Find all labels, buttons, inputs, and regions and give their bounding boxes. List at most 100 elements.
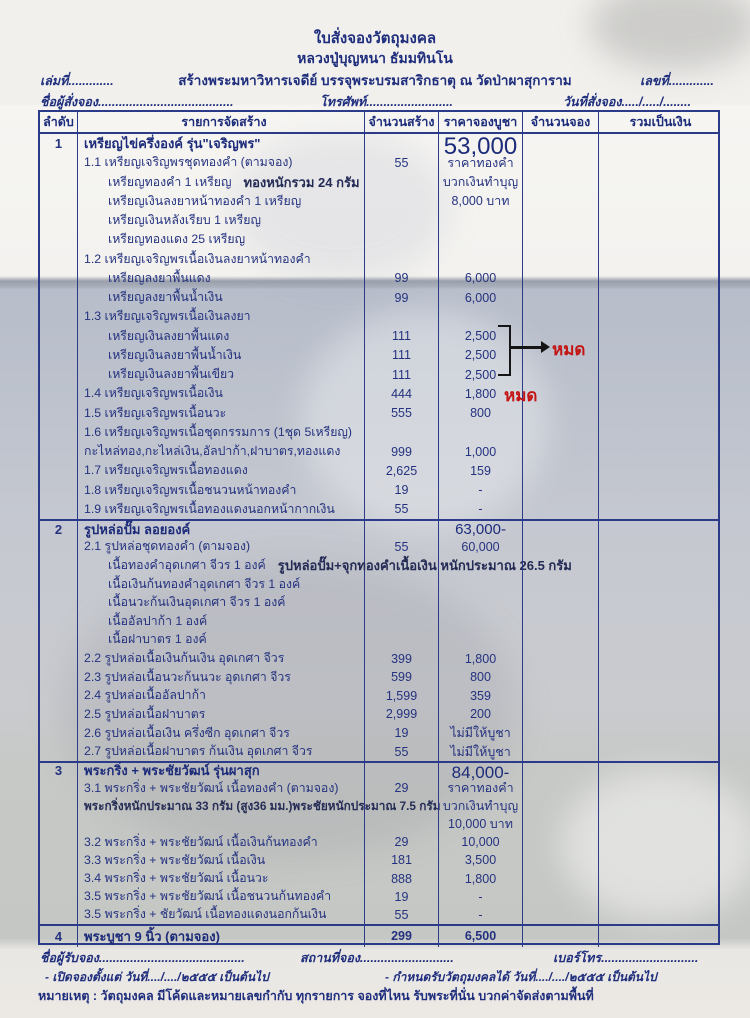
row-price: 3,500 xyxy=(439,851,523,870)
row-item-name: เหรียญทองคำ 1 เหรียญ ทองหนักรวม 24 กรัม xyxy=(78,172,365,192)
row-total xyxy=(599,307,722,326)
row-qty-made xyxy=(365,815,439,834)
row-item-name: 3.1 พระกริ่ง + พระชัยวัฒน์ เนื้อทองคำ (ต… xyxy=(78,779,365,798)
row-item-name: พระบูชา 9 นิ้ว (ตามจอง) xyxy=(78,925,365,947)
row-qty-made: 19 xyxy=(365,887,439,906)
table-row: 1.9 เหรียญเจริญพรเนื้อทองแดงนอกหน้ากากเง… xyxy=(40,499,718,519)
row-qty-made xyxy=(365,521,439,538)
row-index xyxy=(40,905,78,924)
row-qty-made xyxy=(365,211,439,231)
table-row: 1.4 เหรียญเจริญพรเนื้อเงิน 444 1,800 xyxy=(40,384,718,404)
row-index xyxy=(40,705,78,724)
row-qty-reserved xyxy=(523,869,599,888)
col-header-total: รวมเป็นเงิน xyxy=(629,115,692,129)
row-total xyxy=(599,365,722,384)
row-item-name: 2.7 รูปหล่อเนื้อฝาบาตร ก้นเงิน อุดเกศา จ… xyxy=(78,742,365,761)
row-qty-reserved xyxy=(523,537,599,557)
row-item-name: กะไหล่ทอง,กะไหล่เงิน,อัลปาก้า,ฝาบาตร,ทอง… xyxy=(78,442,365,462)
sold-out-bracket xyxy=(498,325,511,376)
row-index xyxy=(40,593,78,613)
table-row: 3.2 พระกริ่ง + พระชัยวัฒน์ เนื้อเงินก้นท… xyxy=(40,833,718,852)
row-qty-made xyxy=(365,762,439,780)
table-row: 2.3 รูปหล่อเนื้อนวะก้นนวะ อุดเกศา จีวร 59… xyxy=(40,667,718,687)
row-qty-reserved xyxy=(523,521,599,538)
row-total xyxy=(599,742,722,761)
col-header-qty-made: จำนวนสร้าง xyxy=(365,112,439,132)
row-index xyxy=(40,574,78,594)
row-qty-reserved xyxy=(523,384,599,404)
row-index xyxy=(40,833,78,852)
row-qty-reserved xyxy=(523,153,599,173)
row-qty-reserved xyxy=(523,268,599,288)
row-qty-made: 55 xyxy=(365,537,439,557)
table-row: เหรียญเงินลงยาพื้นเขียว 111 2,500 xyxy=(40,365,718,385)
row-total xyxy=(599,556,722,575)
row-qty-made: 55 xyxy=(365,905,439,924)
sold-out-arrowhead xyxy=(541,341,550,353)
handwritten-note: รูปหล่อปั๊ม+จุกทองคำเนื้อเงิน หนักประมาณ… xyxy=(277,558,572,574)
row-item-name: เหรียญลงยาพื้นน้ำเงิน xyxy=(78,288,365,308)
row-qty-reserved xyxy=(523,556,599,575)
table-row: เหรียญเงินลงยาพื้นแดง 111 2,500 xyxy=(40,326,718,346)
row-index xyxy=(40,211,78,231)
row-index: 3 xyxy=(40,762,78,780)
row-item-name: เนื้อทองคำอุดเกศา จีวร 1 องค์ รูปหล่อปั๊ม… xyxy=(78,556,572,575)
row-item-name: เหรียญเงินลงยาหน้าทองคำ 1 เหรียญ xyxy=(78,191,365,211)
row-qty-reserved xyxy=(523,925,599,947)
row-price: 2,500 xyxy=(439,365,523,385)
table-row: 3 พระกริ่ง + พระชัยวัฒน์ รุ่นผาสุก 84,000- xyxy=(40,760,718,782)
row-price xyxy=(439,211,523,231)
row-price: 10,000 xyxy=(439,833,523,852)
row-qty-made: 399 xyxy=(365,649,439,668)
row-item-name: เหรียญเงินลงยาพื้นน้ำเงิน xyxy=(78,345,365,365)
row-qty-made: 1,599 xyxy=(365,686,439,706)
col-header-index: ลำดับ xyxy=(40,112,78,132)
row-index xyxy=(40,649,78,668)
row-qty-made: 55 xyxy=(365,153,439,173)
row-item-name: 2.1 รูปหล่อชุดทองคำ (ตามจอง) xyxy=(78,537,365,557)
row-item-name: 2.3 รูปหล่อเนื้อนวะก้นนวะ อุดเกศา จีวร xyxy=(78,667,365,687)
row-qty-reserved xyxy=(523,630,599,650)
row-qty-made: 444 xyxy=(365,384,439,404)
row-qty-made: 19 xyxy=(365,723,439,743)
row-price: 1,800 xyxy=(439,649,523,668)
row-total xyxy=(599,888,722,906)
col-header-qty-reserved: จำนวนจอง xyxy=(523,112,599,132)
row-price: 6,000 xyxy=(439,268,523,288)
row-index xyxy=(40,153,78,173)
table-row: เหรียญเงินลงยาหน้าทองคำ 1 เหรียญ 8,000 บา… xyxy=(40,191,718,211)
row-total xyxy=(599,833,722,851)
row-qty-reserved xyxy=(523,887,599,906)
table-row: 1.7 เหรียญเจริญพรเนื้อทองแดง 2,625 159 xyxy=(40,461,718,481)
row-index xyxy=(40,667,78,687)
row-price: - xyxy=(439,499,523,519)
row-total xyxy=(599,404,722,423)
row-index xyxy=(40,191,78,211)
phone-field: โทรศัพท์......................... xyxy=(320,95,453,109)
table-row: 2.4 รูปหล่อเนื้ออัลปาก้า 1,599 359 xyxy=(40,686,718,706)
row-total xyxy=(599,668,722,687)
row-index xyxy=(40,869,78,888)
table-row: 4 พระบูชา 9 นิ้ว (ตามจอง) 299 6,500 xyxy=(40,923,718,947)
row-total xyxy=(599,521,722,538)
row-qty-made xyxy=(365,134,439,154)
table-row: เนื้ออัลปาก้า 1 องค์ xyxy=(40,612,718,631)
row-price xyxy=(439,230,523,250)
row-index xyxy=(40,797,78,816)
row-index xyxy=(40,307,78,327)
row-price xyxy=(439,422,523,442)
row-index xyxy=(40,686,78,706)
row-qty-reserved xyxy=(523,797,599,816)
order-date-field: วันที่สั่งจอง...../...../........ xyxy=(563,95,691,109)
row-qty-made: 888 xyxy=(365,869,439,888)
row-price: 1,800 xyxy=(439,869,523,888)
table-header-row: ลำดับ รายการจัดสร้าง จำนวนสร้าง ราคาจองบ… xyxy=(40,112,718,134)
row-price: 10,000 บาท xyxy=(439,815,523,834)
table-row: 2.1 รูปหล่อชุดทองคำ (ตามจอง) 55 60,000 xyxy=(40,537,718,557)
row-item-name: เหรียญไข่ครึ่งองค์ รุ่น"เจริญพร" xyxy=(78,134,365,154)
row-qty-made xyxy=(365,191,439,211)
row-qty-reserved xyxy=(523,667,599,687)
table-row: เนื้อนวะก้นเงินอุดเกศา จีวร 1 องค์ xyxy=(40,593,718,613)
table-row: 2.6 รูปหล่อเนื้อเงิน ครึ่งซีก อุดเกศา จี… xyxy=(40,723,718,743)
row-total xyxy=(599,423,722,442)
